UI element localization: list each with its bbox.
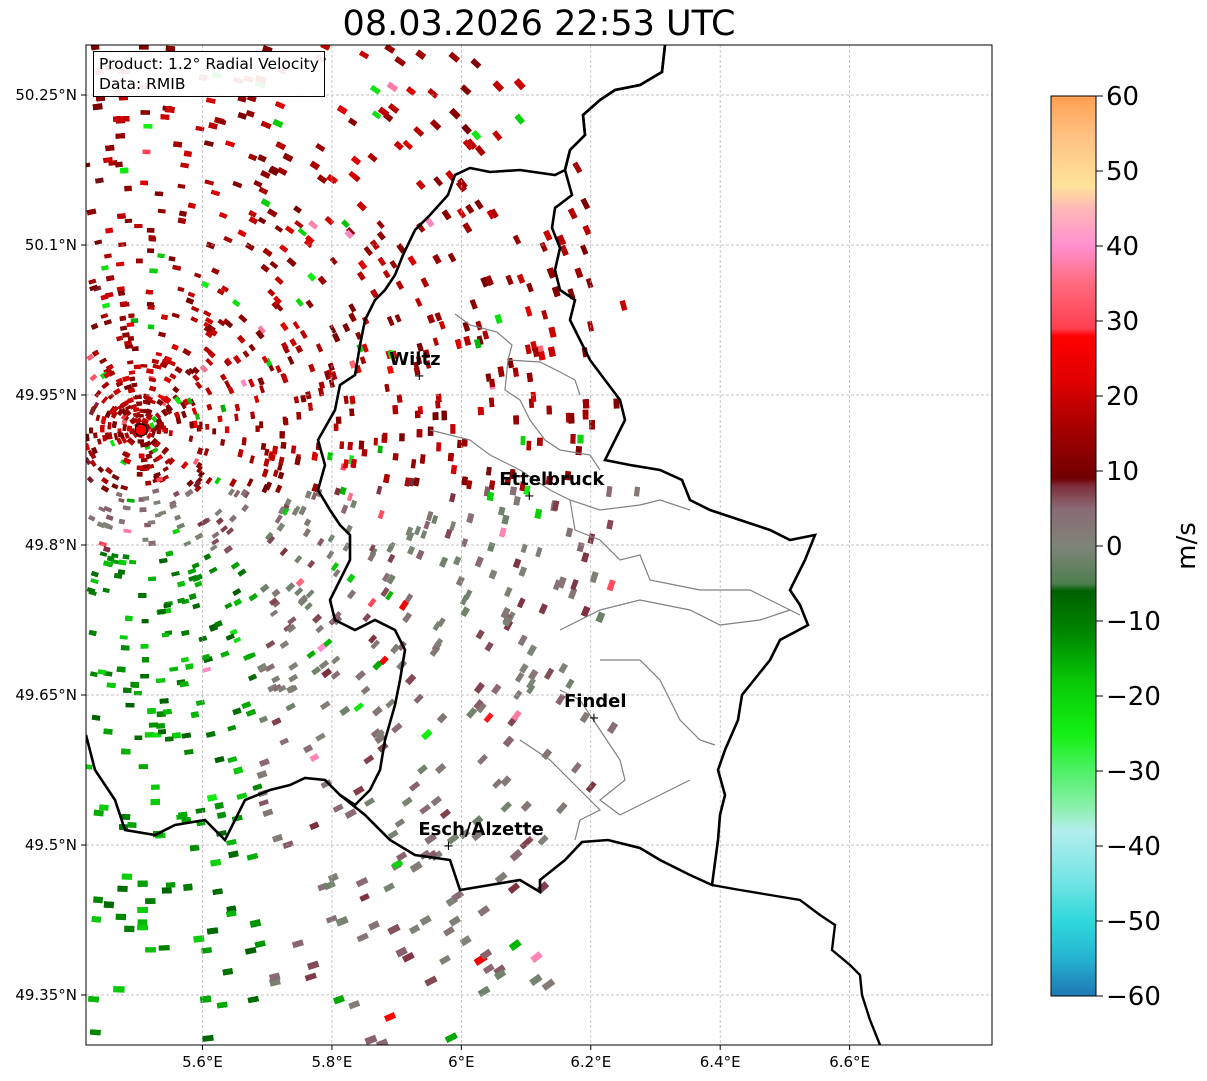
colorbar-tick-label: 60 bbox=[1106, 82, 1139, 112]
y-tick-label: 49.95°N bbox=[15, 386, 77, 404]
country-border bbox=[86, 45, 818, 895]
city-marker[interactable]: +Wiltz bbox=[389, 349, 440, 384]
city-label: Ettelbruck bbox=[499, 469, 605, 490]
gridlines bbox=[86, 45, 992, 1045]
city-labels: +Wiltz+Ettelbruck+Findel+Esch/Alzette bbox=[389, 349, 626, 854]
colorbar-label: m/s bbox=[1172, 522, 1202, 570]
colorbar-tick-label: −30 bbox=[1106, 757, 1161, 787]
city-plus-icon: + bbox=[589, 711, 600, 726]
colorbar-tick-label: 40 bbox=[1106, 232, 1139, 262]
y-tick-label: 49.8°N bbox=[25, 536, 77, 554]
colorbar-tick-label: 20 bbox=[1106, 382, 1139, 412]
colorbar-tick-label: −10 bbox=[1106, 607, 1161, 637]
city-marker[interactable]: +Findel bbox=[564, 691, 627, 726]
colorbar-tick-label: −50 bbox=[1106, 907, 1161, 937]
city-marker[interactable]: +Esch/Alzette bbox=[418, 819, 543, 854]
x-tick-label: 6.4°E bbox=[700, 1053, 741, 1071]
x-tick-label: 5.6°E bbox=[182, 1053, 223, 1071]
city-plus-icon: + bbox=[524, 489, 535, 504]
colorbar-tick-label: −40 bbox=[1106, 832, 1161, 862]
info-box: Product: 1.2° Radial Velocity Data: RMIB bbox=[93, 51, 325, 97]
canton-boundaries bbox=[429, 313, 801, 841]
colorbar-tick-label: −20 bbox=[1106, 682, 1161, 712]
x-tick-label: 6.6°E bbox=[829, 1053, 870, 1071]
page-title: 08.03.2026 22:53 UTC bbox=[342, 4, 736, 44]
axes: 5.6°E 5.8°E 6°E 6.2°E 6.4°E 6.6°E 49.35°N 49.5°… bbox=[15, 44, 993, 1071]
x-tick-label: 5.8°E bbox=[311, 1053, 352, 1071]
colorbar-tick-label: 30 bbox=[1106, 307, 1139, 337]
city-plus-icon: + bbox=[414, 369, 425, 384]
data-source-label: Data: RMIB bbox=[99, 75, 186, 93]
city-label: Findel bbox=[564, 691, 627, 712]
y-tick-label: 49.5°N bbox=[25, 836, 77, 854]
city-label: Wiltz bbox=[389, 349, 440, 370]
city-label: Esch/Alzette bbox=[418, 819, 543, 840]
colorbar-ticks: 60 50 40 30 20 10 0 −10 −20 −30 −40 −50 −60 bbox=[1096, 82, 1161, 1012]
colorbar-tick-label: −60 bbox=[1106, 982, 1161, 1012]
y-tick-label: 50.1°N bbox=[25, 236, 77, 254]
product-label: Product: 1.2° Radial Velocity bbox=[99, 55, 319, 73]
colorbar-tick-label: 10 bbox=[1106, 457, 1139, 487]
country-border-luxembourg-west bbox=[316, 45, 667, 807]
radar-site-marker[interactable] bbox=[134, 423, 148, 437]
y-tick-label: 49.35°N bbox=[15, 986, 77, 1004]
x-tick-label: 6.2°E bbox=[570, 1053, 611, 1071]
city-marker[interactable]: +Ettelbruck bbox=[499, 469, 605, 504]
country-border-luxembourg-east-river bbox=[711, 883, 882, 1045]
y-tick-label: 49.65°N bbox=[15, 686, 77, 704]
colorbar-tick-label: 0 bbox=[1106, 532, 1123, 562]
colorbar-gradient bbox=[1050, 95, 1097, 997]
city-plus-icon: + bbox=[443, 839, 454, 854]
x-tick-label: 6°E bbox=[448, 1053, 475, 1071]
colorbar-tick-label: 50 bbox=[1106, 157, 1139, 187]
y-tick-label: 50.25°N bbox=[15, 86, 77, 104]
map-frame bbox=[85, 44, 993, 1046]
